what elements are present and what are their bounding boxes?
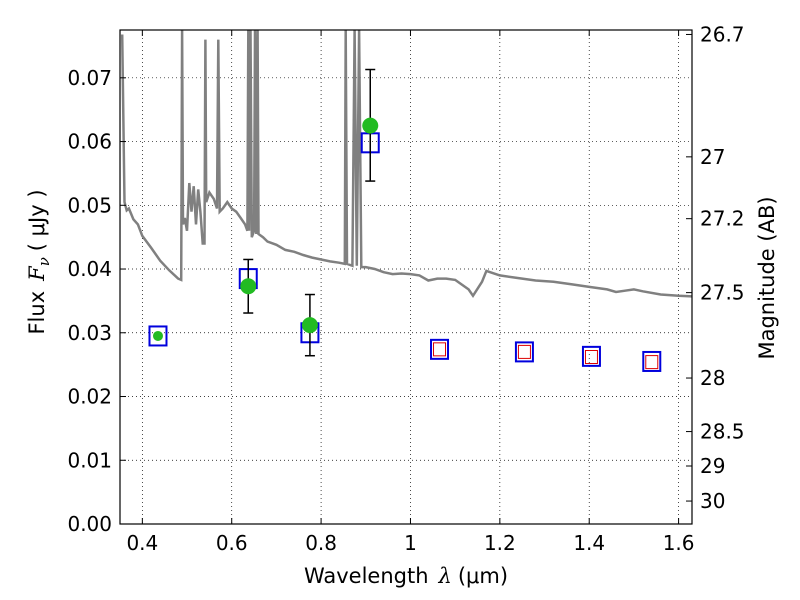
observed-photometry-point [362, 117, 379, 134]
model-photometry-marker [148, 325, 168, 347]
y-axis-ticks: 0.00 0.01 0.02 0.03 0.04 0.05 0.06 0.07 [67, 66, 126, 536]
x-tick-label: 1.4 [573, 531, 605, 555]
x-tick-label: 1.6 [663, 531, 695, 555]
y-tick-label: 0.05 [67, 193, 112, 217]
x-tick-label: 1.2 [484, 531, 516, 555]
y-tick-label: 0.02 [67, 385, 112, 409]
magnitude-tick-label: 27.5 [700, 281, 745, 305]
y-axis-title: Flux Fν ( μJy ) [25, 189, 53, 334]
observed-photometry-point [152, 330, 163, 341]
observed-photometry-point [301, 317, 318, 334]
magnitude-tick-label: 28 [700, 366, 725, 390]
upper-limit-marker [517, 344, 531, 359]
y-tick-label: 0.01 [67, 448, 112, 472]
upper-limit-marker [433, 342, 447, 357]
magnitude-tick-label: 27 [700, 145, 725, 169]
magnitude-tick-label: 27.2 [700, 207, 745, 231]
magnitude-axis-ticks: 26.7 27 27.2 27.5 28 28.5 29 30 [686, 22, 745, 513]
magnitude-tick-label: 29 [700, 454, 725, 478]
y-tick-label: 0.04 [67, 257, 112, 281]
magnitude-tick-label: 26.7 [700, 22, 745, 46]
model-photometry-marker [514, 341, 534, 363]
x-axis-title-symbol: λ [438, 564, 452, 588]
model-photometry-marker [430, 338, 450, 360]
x-axis-title-unit: (μm) [458, 564, 508, 588]
y-axis-title-unit: ( μJy ) [25, 189, 49, 251]
y-tick-label: 0.07 [67, 66, 112, 90]
x-tick-label: 0.6 [216, 531, 248, 555]
x-axis-ticks: 0.4 0.6 0.8 1 1.2 1.4 1.6 [126, 30, 695, 555]
upper-limit-marker [584, 349, 598, 364]
y-axis-title-word: Flux [25, 291, 49, 335]
y-tick-label: 0.06 [67, 130, 112, 154]
x-tick-label: 1 [404, 531, 417, 555]
model-photometry-marker [581, 345, 601, 367]
magnitude-tick-label: 30 [700, 489, 725, 513]
model-sed-line [120, 30, 692, 299]
upper-limit-marker [645, 355, 659, 370]
markers [148, 68, 662, 372]
y-tick-label: 0.03 [67, 321, 112, 345]
magnitude-tick-label: 28.5 [700, 420, 745, 444]
x-axis-title-word: Wavelength [304, 564, 429, 588]
x-tick-label: 0.4 [126, 531, 158, 555]
y-axis-title-subscript: ν [35, 257, 53, 266]
model-photometry-marker [642, 350, 662, 372]
plot-frame [119, 29, 693, 525]
y-axis-title-symbol: F [25, 265, 49, 282]
observed-photometry-point [240, 278, 257, 295]
x-tick-label: 0.8 [305, 531, 337, 555]
x-axis-title: Wavelength λ (μm) [304, 564, 508, 588]
y-tick-label: 0.00 [67, 512, 112, 536]
magnitude-axis-title: Magnitude (AB) [755, 196, 779, 359]
